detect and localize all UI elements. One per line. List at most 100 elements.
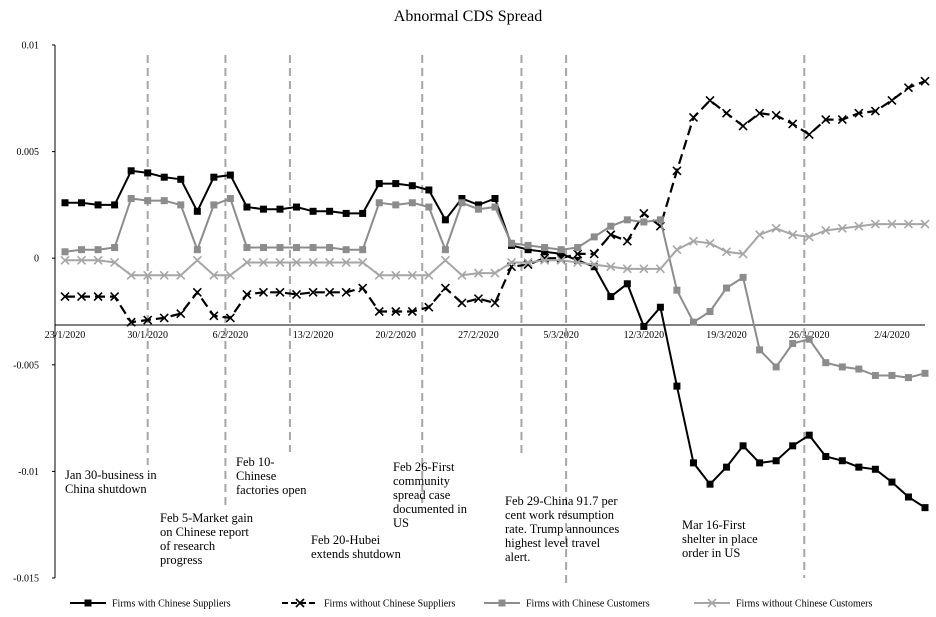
data-point	[225, 313, 235, 323]
data-point	[473, 268, 484, 278]
data-point	[640, 322, 648, 330]
marker-stroke	[424, 270, 434, 280]
marker-stroke	[126, 317, 136, 327]
data-point	[258, 257, 269, 268]
data-point	[94, 201, 102, 209]
data-point	[408, 199, 416, 207]
data-point	[61, 199, 69, 207]
marker-stroke	[573, 257, 583, 268]
data-point	[110, 257, 120, 268]
data-point	[441, 246, 449, 254]
x-tick-label: 19/3/2020	[706, 330, 747, 341]
data-point	[541, 244, 549, 252]
marker-stroke	[159, 270, 169, 280]
annotation-line: Jan 30-business in	[65, 468, 157, 482]
data-point	[855, 463, 863, 471]
data-point	[78, 246, 86, 254]
data-point	[293, 203, 301, 211]
series-line	[65, 80, 926, 324]
data-point	[574, 256, 582, 264]
marker-stroke	[308, 257, 318, 268]
marker-stroke	[738, 249, 748, 259]
marker-stroke	[325, 287, 335, 297]
marker-stroke	[407, 306, 417, 317]
data-point	[738, 249, 748, 259]
data-point	[771, 223, 781, 233]
marker-stroke	[622, 236, 632, 246]
marker-stroke	[110, 292, 120, 302]
data-point	[473, 294, 484, 304]
data-point	[837, 223, 847, 233]
data-point	[225, 270, 235, 280]
marker-stroke	[110, 257, 120, 268]
data-point	[622, 236, 632, 246]
marker-stroke	[391, 270, 401, 280]
data-point	[903, 83, 914, 93]
legend-marker	[707, 598, 717, 608]
marker-stroke	[688, 236, 699, 246]
annotation-line: documented in	[393, 502, 467, 516]
data-point	[870, 219, 880, 229]
data-point	[160, 197, 168, 205]
marker-stroke	[76, 255, 87, 265]
data-point	[276, 244, 284, 252]
data-point	[160, 173, 168, 181]
marker-stroke	[473, 268, 484, 278]
data-point	[391, 306, 401, 317]
data-point	[457, 270, 467, 280]
data-point	[192, 255, 202, 265]
data-point	[308, 287, 318, 297]
annotation-line: spread case	[393, 488, 451, 502]
marker-stroke	[143, 315, 153, 325]
data-point	[640, 218, 648, 226]
data-point	[93, 292, 103, 302]
data-point	[325, 257, 335, 268]
annotation-line: progress	[160, 553, 203, 567]
data-point	[541, 248, 549, 256]
annotation-feb10: Feb 10- Chinese factories open	[236, 455, 306, 497]
annotation-feb26: Feb 26-First community spread case docum…	[393, 460, 467, 530]
series-4	[60, 219, 930, 280]
data-point	[888, 478, 896, 486]
marker-stroke	[887, 95, 897, 105]
data-point	[375, 199, 383, 207]
x-tick-label: 6/2/2020	[213, 330, 249, 341]
data-point	[805, 431, 813, 439]
data-point	[656, 216, 664, 224]
data-point	[425, 186, 433, 194]
data-point	[490, 298, 500, 308]
marker-stroke	[606, 262, 616, 272]
marker-stroke	[688, 112, 699, 123]
marker-stroke	[788, 230, 798, 240]
data-point	[606, 262, 616, 272]
event-lines	[146, 55, 806, 583]
marker-stroke	[837, 115, 847, 125]
series-2	[60, 76, 930, 327]
legend-label: Firms without Chinese Suppliers	[324, 599, 456, 610]
marker-stroke	[93, 292, 103, 302]
marker-stroke	[258, 257, 269, 268]
marker-stroke	[705, 238, 715, 248]
marker-stroke	[358, 283, 368, 293]
marker-stroke	[308, 287, 318, 297]
data-point	[243, 244, 251, 252]
marker-stroke	[295, 598, 305, 608]
data-point	[904, 493, 912, 501]
data-point	[540, 255, 550, 265]
annotation-line: Feb 10-	[236, 455, 275, 469]
data-point	[855, 365, 863, 373]
x-tick-label: 12/3/2020	[624, 330, 665, 341]
marker-stroke	[655, 264, 665, 274]
annotation-line: of research	[160, 539, 216, 553]
marker-stroke	[721, 108, 732, 118]
annotation-line: US	[393, 516, 409, 530]
data-point	[127, 195, 135, 203]
data-point	[126, 270, 136, 280]
marker-stroke	[325, 257, 335, 268]
legend: Firms with Chinese Suppliers Firms withou…	[70, 598, 873, 610]
data-point	[209, 311, 219, 321]
marker-stroke	[920, 76, 930, 86]
marker-stroke	[424, 302, 434, 312]
y-tick-label: -0.005	[13, 360, 39, 371]
data-point	[408, 182, 416, 190]
